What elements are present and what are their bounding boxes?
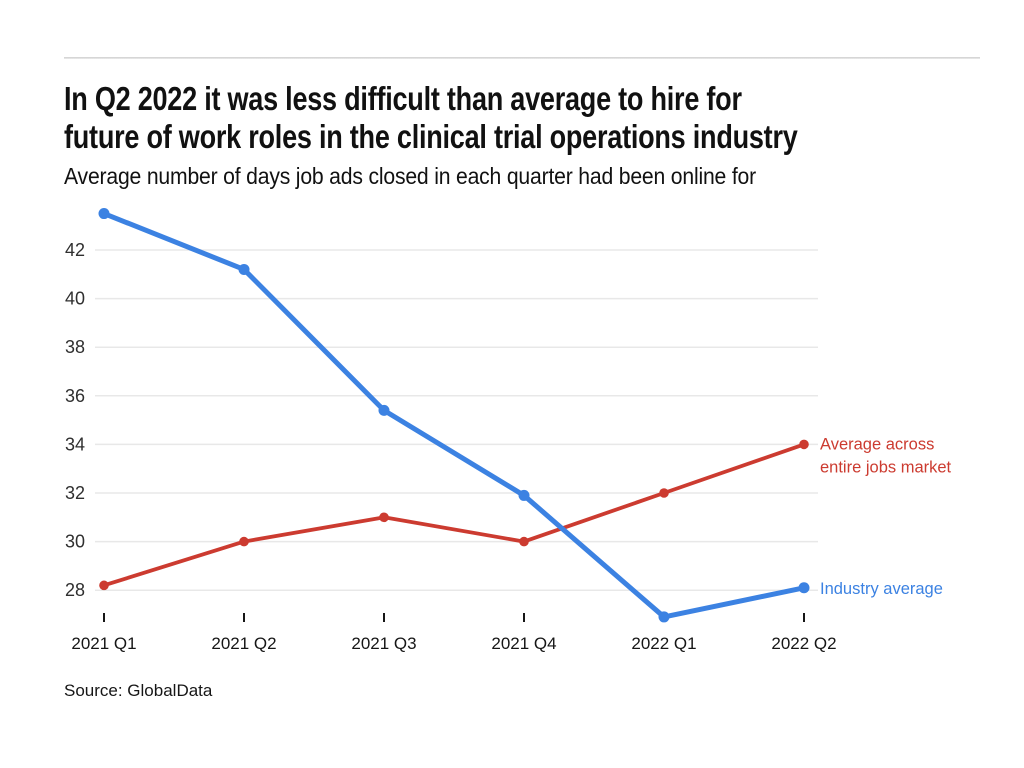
x-axis-label: 2022 Q2 <box>771 634 836 653</box>
data-point <box>98 208 110 220</box>
y-axis-label: 30 <box>65 532 85 552</box>
page-title-line-1: In Q2 2022 it was less difficult than av… <box>64 80 742 117</box>
data-point <box>239 536 249 547</box>
series-label: entire jobs market <box>820 458 952 476</box>
top-divider <box>64 57 980 59</box>
data-point <box>378 404 390 416</box>
data-point <box>799 439 809 450</box>
y-axis-label: 32 <box>65 483 85 503</box>
y-axis-label: 36 <box>65 386 85 406</box>
series-line <box>102 442 806 588</box>
y-axis-label: 38 <box>65 337 85 357</box>
data-point <box>379 512 389 523</box>
data-point <box>238 263 250 275</box>
page-title-line-2: future of work roles in the clinical tri… <box>64 118 798 155</box>
y-axis-label: 28 <box>65 580 85 600</box>
source-note: Source: GlobalData <box>64 681 213 700</box>
x-axis-label: 2021 Q1 <box>71 634 136 653</box>
x-axis-label: 2022 Q1 <box>631 634 696 653</box>
series-line <box>101 211 807 620</box>
page-title: In Q2 2022 it was less difficult than av… <box>64 80 798 156</box>
data-point <box>518 489 530 501</box>
series-label: Industry average <box>820 580 943 598</box>
data-point <box>798 582 810 594</box>
data-point <box>99 580 109 591</box>
data-point <box>658 611 670 623</box>
data-point <box>519 536 529 547</box>
y-axis-label: 40 <box>65 289 85 309</box>
x-axis-label: 2021 Q2 <box>211 634 276 653</box>
data-point <box>659 488 669 498</box>
y-axis-label: 42 <box>65 240 85 260</box>
x-axis-label: 2021 Q3 <box>351 634 416 653</box>
chart-subtitle: Average number of days job ads closed in… <box>64 163 756 189</box>
series-label: Average across <box>820 435 934 453</box>
x-axis-label: 2021 Q4 <box>491 634 556 653</box>
y-axis-label: 34 <box>65 434 85 454</box>
